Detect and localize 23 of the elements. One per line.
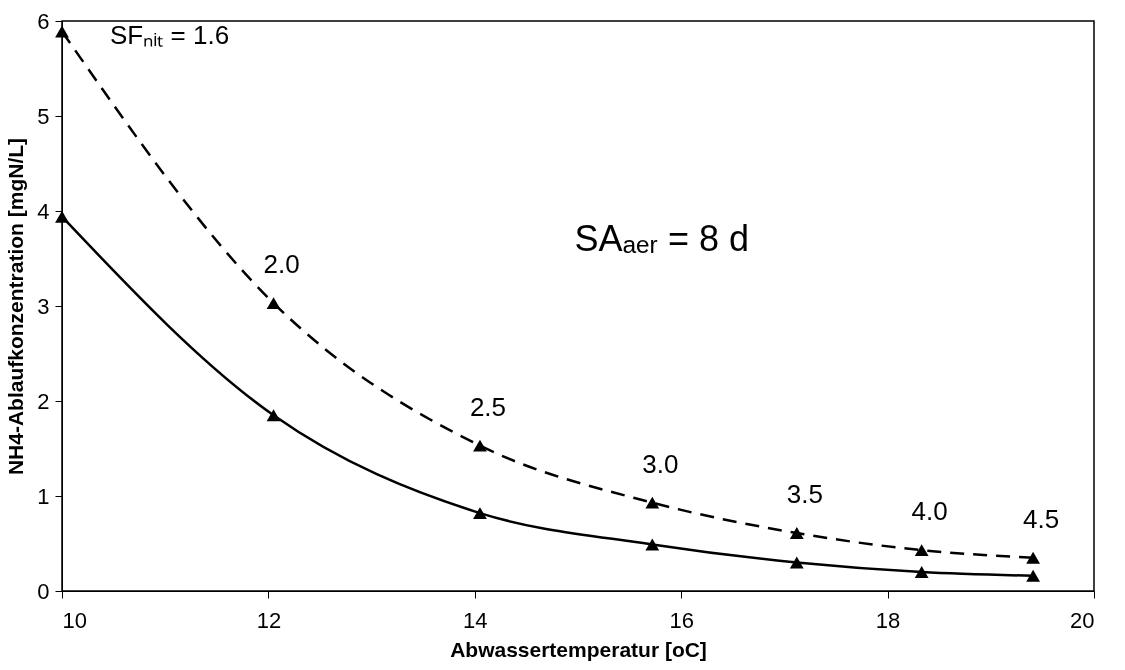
annotation: 2.0 (263, 249, 300, 280)
y-tick-label: 3 (37, 293, 50, 319)
y-tick-label: 6 (37, 8, 50, 34)
x-axis-title: Abwassertemperatur [oC] (450, 637, 707, 661)
annotation: 3.5 (786, 479, 823, 510)
annotation: SFₙᵢₜ = 1.6 (110, 20, 230, 51)
annotation: 4.5 (1023, 503, 1060, 534)
x-tick-label: 16 (669, 607, 694, 633)
x-tick-label: 10 (62, 607, 87, 633)
x-tick-label: 20 (1070, 607, 1095, 633)
y-axis-title: NH4-Ablaufkonzentration [mgN/L] (4, 137, 28, 476)
y-tick-label: 0 (37, 578, 50, 604)
x-tick-label: 14 (463, 607, 488, 633)
annotation: 4.0 (911, 496, 948, 527)
x-tick-label: 12 (256, 607, 282, 633)
x-tick-label: 18 (875, 607, 901, 633)
y-tick-label: 5 (37, 103, 50, 129)
y-tick-label: 4 (37, 198, 50, 224)
annotation: 2.5 (469, 391, 507, 422)
y-tick-label: 1 (37, 483, 50, 509)
annotation: SAₐₑᵣ = 8 d (574, 217, 749, 259)
annotation: 3.0 (642, 448, 679, 479)
y-tick-label: 2 (37, 388, 50, 414)
